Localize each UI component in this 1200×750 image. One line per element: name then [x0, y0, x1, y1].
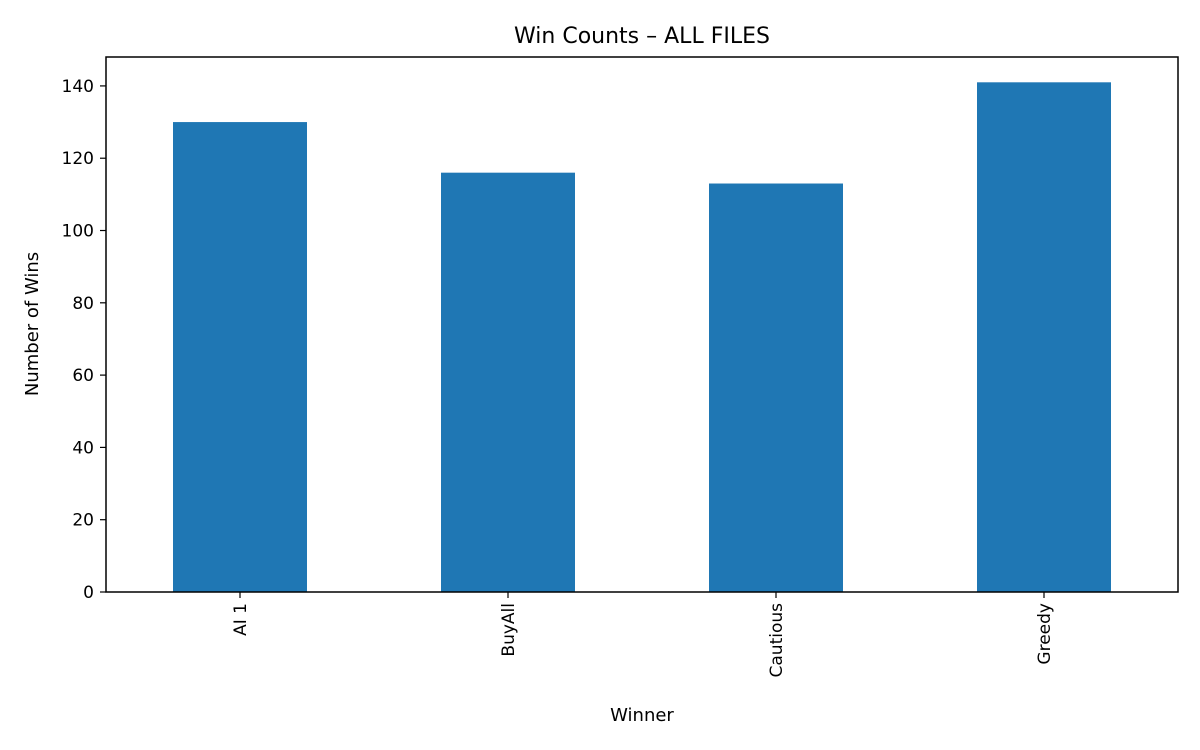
y-tick-label: 80	[72, 294, 94, 314]
bars-layer	[173, 82, 1111, 593]
y-axis-label: Number of Wins	[22, 252, 43, 396]
x-tick-label: BuyAll	[499, 603, 519, 657]
y-axis-ticks: 0 20 40 60 80 100 120 140	[62, 77, 106, 603]
plot-frame	[105, 56, 1179, 593]
bar-buyall	[441, 172, 575, 593]
y-tick-label: 140	[62, 77, 94, 97]
x-tick-label: Greedy	[1035, 603, 1055, 665]
y-tick-label: 100	[62, 222, 94, 242]
bar-ai-1	[173, 122, 307, 592]
bar-cautious	[709, 183, 843, 592]
bar-greedy	[977, 82, 1111, 593]
y-tick-label: 20	[72, 511, 94, 531]
x-axis-ticks: AI 1 BuyAll Cautious Greedy	[231, 592, 1055, 677]
y-tick-label: 0	[83, 583, 94, 603]
x-tick-label: Cautious	[767, 603, 787, 678]
y-tick-label: 120	[62, 149, 94, 169]
y-tick-label: 40	[72, 438, 94, 458]
y-tick-label: 60	[72, 366, 94, 386]
x-tick-label: AI 1	[231, 603, 251, 636]
chart-title: Win Counts – ALL FILES	[514, 24, 770, 49]
x-axis-label: Winner	[610, 705, 674, 726]
